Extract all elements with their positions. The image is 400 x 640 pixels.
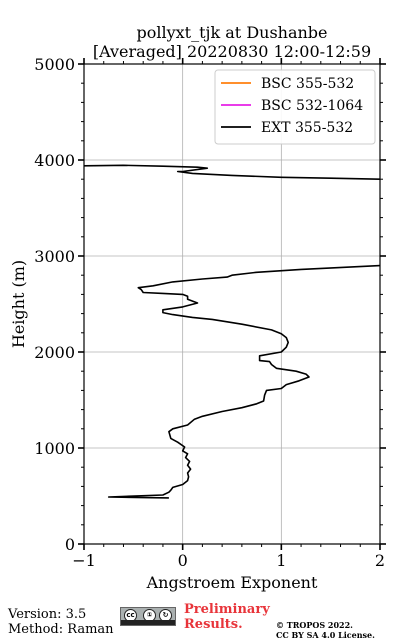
preliminary-line1: Preliminary	[184, 602, 270, 617]
y-axis-label: Height (m)	[9, 260, 28, 348]
chart-title-line1: pollyxt_tjk at Dushanbe	[136, 23, 327, 42]
y-tick-label: 4000	[34, 151, 75, 170]
x-tick-label: 0	[178, 551, 188, 570]
legend-box	[214, 69, 376, 145]
x-axis-label: Angstroem Exponent	[146, 573, 318, 592]
cc-by-sa-license-icon: cc ① ↻	[120, 607, 176, 626]
series-lines	[84, 164, 380, 499]
y-tick-label: 5000	[34, 55, 75, 74]
preliminary-line2: Results.	[184, 617, 243, 632]
plot-frame	[83, 63, 381, 545]
y-tick-label: 1000	[34, 439, 75, 458]
version-text: Version: 3.5	[8, 607, 87, 622]
y-tick-label: 2000	[34, 343, 75, 362]
legend: BSC 355-532 BSC 532-1064 EXT 355-532	[214, 69, 376, 145]
legend-label: BSC 355-532	[261, 76, 354, 92]
series-line-3	[107, 264, 380, 499]
copyright-note: © TROPOS 2022. CC BY SA 4.0 License.	[276, 620, 396, 640]
axes-box	[83, 63, 381, 545]
chart-title-line2: [Averaged] 20220830 12:00-12:59	[93, 42, 371, 61]
x-tick-label: 1	[276, 551, 286, 570]
x-tick-label: 2	[375, 551, 385, 570]
copyright-line1: © TROPOS 2022.	[276, 620, 353, 630]
method-text: Method: Raman	[8, 622, 114, 637]
legend-label: BSC 532-1064	[261, 98, 363, 114]
copyright-line2: CC BY SA 4.0 License.	[276, 630, 375, 640]
x-tick-label: −1	[72, 551, 96, 570]
angstrom-exponent-chart: pollyxt_tjk at Dushanbe [Averaged] 20220…	[9, 23, 386, 592]
legend-label: EXT 355-532	[261, 120, 353, 136]
preliminary-results-note: Preliminary Results.	[184, 602, 284, 632]
series-line-4	[84, 164, 380, 180]
y-tick-label: 0	[65, 535, 75, 554]
y-tick-label: 3000	[34, 247, 75, 266]
